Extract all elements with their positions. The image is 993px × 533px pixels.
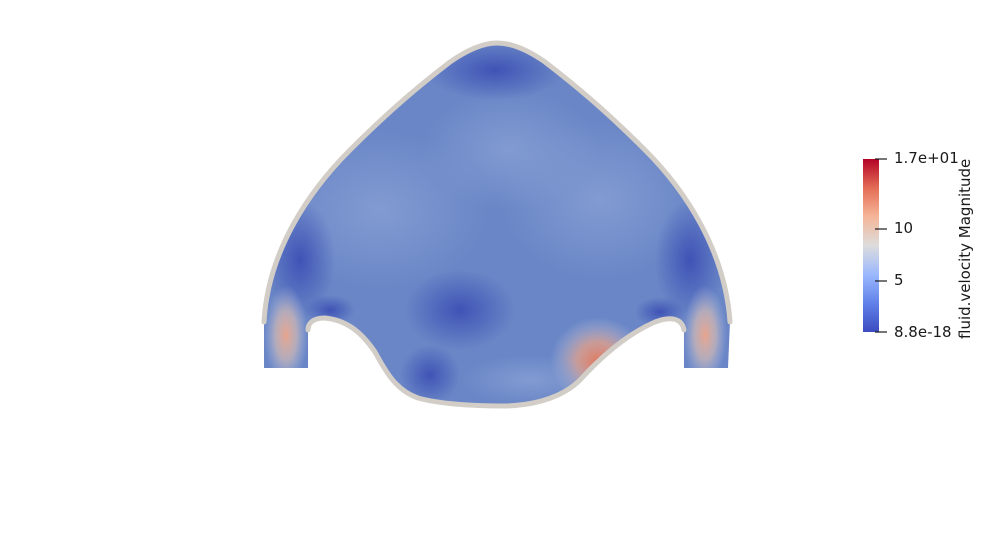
- colorbar-title: fluid.velocity Magnitude: [956, 158, 974, 339]
- colorbar-tick-label-10: 10: [894, 219, 914, 237]
- colorbar-gradient: [863, 159, 879, 332]
- wall-outline: [261, 40, 733, 325]
- colorbar-tick-label-5: 5: [894, 271, 904, 289]
- colorbar-tick-label-min: 8.8e-18: [894, 323, 952, 341]
- color-legend: [863, 158, 887, 333]
- wall-outline-bottom: [305, 315, 687, 409]
- colorbar-tick-label-max: 1.7e+01: [894, 149, 959, 167]
- velocity-field: [264, 43, 730, 406]
